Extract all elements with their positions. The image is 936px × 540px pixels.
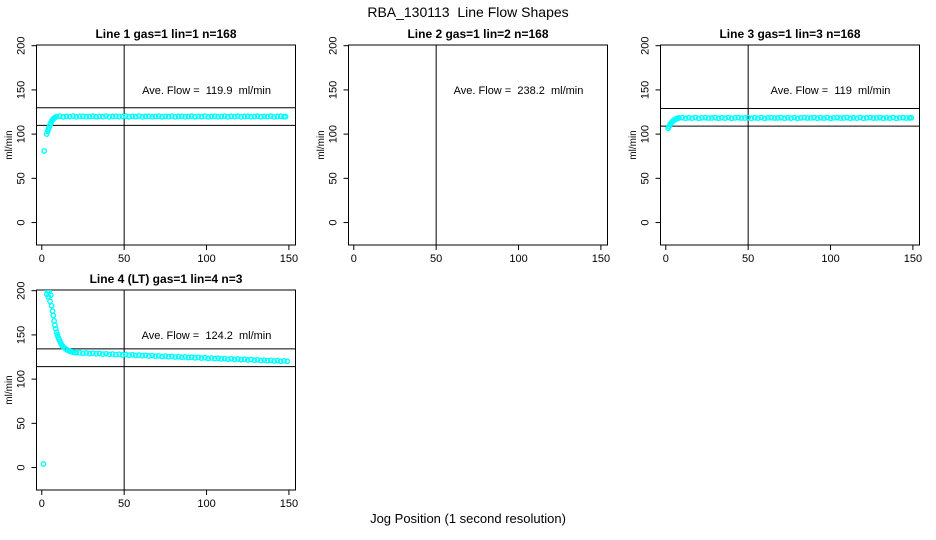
svg-text:0: 0 [16,219,28,225]
ave-flow-annotation: Ave. Flow = 119.9 ml/min [142,85,271,97]
svg-text:50: 50 [640,172,652,184]
svg-text:100: 100 [640,125,652,143]
svg-text:150: 150 [328,81,340,99]
chart-canvas: Line 4 (LT) gas=1 lin=4 n=3 0 50 100 150 0 50 1… [4,272,298,510]
chart-canvas: Line 3 gas=1 lin=3 n=168 0 50 100 150 0 50 100 1… [628,27,922,265]
x-axis-label: Jog Position (1 second resolution) [370,511,566,526]
chart-canvas: Line 2 gas=1 lin=2 n=168 0 50 100 150 0 50 100 1… [316,27,610,265]
svg-text:200: 200 [640,37,652,55]
svg-text:50: 50 [16,172,28,184]
svg-text:150: 150 [280,253,298,265]
ave-flow-annotation: Ave. Flow = 238.2 ml/min [454,85,584,97]
svg-text:0: 0 [39,498,45,510]
subplot-line-2: Line 2 gas=1 lin=2 n=168 0 50 100 150 0 50 100 1… [312,0,624,270]
ave-flow-annotation: Ave. Flow = 119 ml/min [771,85,891,97]
svg-text:100: 100 [197,253,215,265]
svg-text:50: 50 [430,253,442,265]
svg-text:100: 100 [197,498,215,510]
svg-text:150: 150 [904,253,922,265]
svg-text:Line 3 gas=1 lin=3 n=168: Line 3 gas=1 lin=3 n=168 [719,27,860,41]
subplot-line-1: Line 1 gas=1 lin=1 n=168 0 50 100 150 0 50 100 1… [0,0,312,270]
svg-text:200: 200 [328,37,340,55]
ave-flow-annotation: Ave. Flow = 124.2 ml/min [142,330,272,342]
svg-text:200: 200 [16,37,28,55]
svg-text:50: 50 [118,253,130,265]
svg-text:150: 150 [16,81,28,99]
svg-text:50: 50 [16,417,28,429]
svg-text:50: 50 [328,172,340,184]
svg-text:0: 0 [16,464,28,470]
svg-text:Line 2 gas=1 lin=2 n=168: Line 2 gas=1 lin=2 n=168 [407,27,548,41]
svg-text:0: 0 [351,253,357,265]
svg-text:150: 150 [640,81,652,99]
svg-text:200: 200 [16,282,28,300]
svg-text:ml/min: ml/min [4,375,15,404]
main-title: RBA_130113 Line Flow Shapes [367,4,569,20]
svg-text:50: 50 [118,498,130,510]
svg-text:150: 150 [592,253,610,265]
subplot-line-4: Line 4 (LT) gas=1 lin=4 n=3 0 50 100 150 0 50 1… [0,245,312,515]
subplot-line-3: Line 3 gas=1 lin=3 n=168 0 50 100 150 0 50 100 1… [624,0,936,270]
svg-text:100: 100 [328,125,340,143]
svg-text:100: 100 [16,125,28,143]
svg-text:100: 100 [509,253,527,265]
svg-text:Line 1 gas=1 lin=1 n=168: Line 1 gas=1 lin=1 n=168 [95,27,236,41]
svg-text:150: 150 [280,498,298,510]
svg-text:Line 4 (LT) gas=1 lin=4 n=3: Line 4 (LT) gas=1 lin=4 n=3 [90,272,243,286]
svg-text:0: 0 [663,253,669,265]
svg-text:ml/min: ml/min [4,130,15,159]
svg-text:50: 50 [742,253,754,265]
svg-text:0: 0 [39,253,45,265]
svg-text:100: 100 [16,370,28,388]
svg-text:100: 100 [821,253,839,265]
svg-text:ml/min: ml/min [316,130,327,159]
svg-text:150: 150 [16,326,28,344]
svg-text:ml/min: ml/min [628,130,639,159]
chart-canvas: Line 1 gas=1 lin=1 n=168 0 50 100 150 0 50 100 1… [4,27,298,265]
svg-text:0: 0 [328,219,340,225]
svg-text:0: 0 [640,219,652,225]
